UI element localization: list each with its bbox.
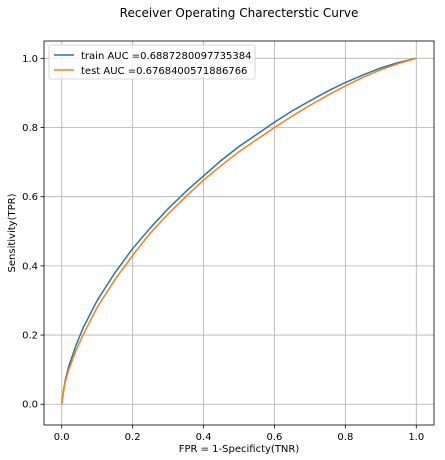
y-axis: 0.0 0.2 0.4 0.6 0.8 1.0	[22, 54, 44, 411]
y-tick-label: 0.4	[22, 261, 38, 272]
x-tick-label: 1.0	[408, 432, 424, 443]
x-tick-label: 0.0	[54, 432, 70, 443]
chart-title: Receiver Operating Charecterstic Curve	[120, 6, 359, 20]
x-tick-label: 0.4	[196, 432, 212, 443]
axes-frame	[43, 40, 435, 426]
grid	[44, 41, 434, 425]
x-tick-label: 0.6	[267, 432, 283, 443]
y-axis-label: Sensitivity(TPR)	[7, 193, 18, 272]
x-axis-label: FPR = 1-Specificty(TNR)	[179, 444, 300, 455]
x-axis: 0.0 0.2 0.4 0.6 0.8 1.0	[54, 425, 424, 443]
x-tick-label: 0.2	[125, 432, 141, 443]
test-roc-line	[60, 57, 417, 405]
x-tick-label: 0.8	[337, 432, 353, 443]
legend-box	[48, 44, 256, 80]
legend-label-train: train AUC =0.6887280097735384	[81, 51, 252, 62]
legend-label-test: test AUC =0.6768400571886766	[81, 66, 247, 77]
y-tick-label: 0.8	[22, 123, 38, 134]
y-tick-label: 1.0	[22, 54, 38, 65]
y-tick-label: 0.2	[22, 331, 38, 342]
legend: train AUC =0.6887280097735384 test AUC =…	[48, 44, 256, 80]
y-tick-label: 0.6	[22, 192, 38, 203]
y-tick-label: 0.0	[22, 400, 38, 411]
train-roc-line	[60, 57, 417, 405]
plot-lines	[60, 57, 417, 405]
